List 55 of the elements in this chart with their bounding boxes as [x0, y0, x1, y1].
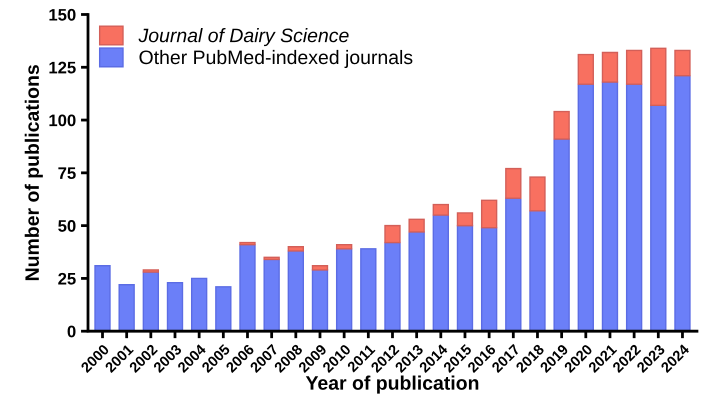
bar — [553, 110, 570, 140]
bar — [239, 242, 256, 246]
bar — [312, 265, 328, 271]
bar — [505, 168, 522, 199]
y-tick-label: 150 — [49, 8, 76, 21]
bar — [336, 244, 352, 250]
bar — [553, 138, 570, 332]
legend-label: Journal of Dairy Science — [138, 28, 349, 46]
bar — [432, 214, 449, 332]
bar — [505, 197, 522, 332]
bar — [384, 242, 401, 332]
bar — [456, 224, 474, 332]
bar — [190, 278, 208, 332]
bar — [578, 83, 594, 332]
bar — [650, 104, 666, 332]
y-tick-label: 25 — [58, 272, 76, 285]
x-axis-title: Year of publication — [306, 376, 478, 394]
bar — [626, 83, 642, 332]
bar — [408, 231, 425, 332]
bar — [529, 210, 546, 332]
bar — [480, 200, 498, 228]
y-axis-title: Number of publications — [24, 65, 43, 280]
bar — [263, 258, 280, 332]
legend-label: Other PubMed-indexed journals — [139, 50, 412, 68]
bar — [529, 176, 546, 212]
bar — [215, 286, 232, 332]
bar — [650, 48, 666, 106]
bar — [602, 52, 618, 83]
bar — [288, 250, 304, 332]
y-tick-label: 125 — [49, 62, 76, 74]
bar — [360, 248, 376, 332]
bar — [336, 248, 352, 332]
bar — [94, 265, 111, 332]
bar — [602, 81, 618, 332]
bar — [408, 218, 425, 233]
bar — [674, 50, 691, 76]
bar — [480, 227, 498, 332]
bar — [626, 50, 642, 85]
bar — [384, 224, 401, 244]
bar — [263, 256, 280, 260]
bar — [142, 269, 160, 273]
bar — [456, 212, 474, 226]
y-tick-label: 50 — [58, 220, 76, 232]
bar — [239, 244, 256, 332]
bar — [118, 284, 135, 332]
y-tick-label: 0 — [68, 326, 76, 338]
y-tick-label: 75 — [58, 167, 76, 180]
bar — [674, 75, 691, 332]
bar — [432, 204, 449, 216]
bar — [166, 282, 184, 332]
bar — [288, 246, 304, 252]
bar — [312, 269, 328, 332]
bar — [142, 271, 160, 332]
bar — [578, 54, 594, 85]
y-tick-label: 100 — [49, 114, 76, 126]
